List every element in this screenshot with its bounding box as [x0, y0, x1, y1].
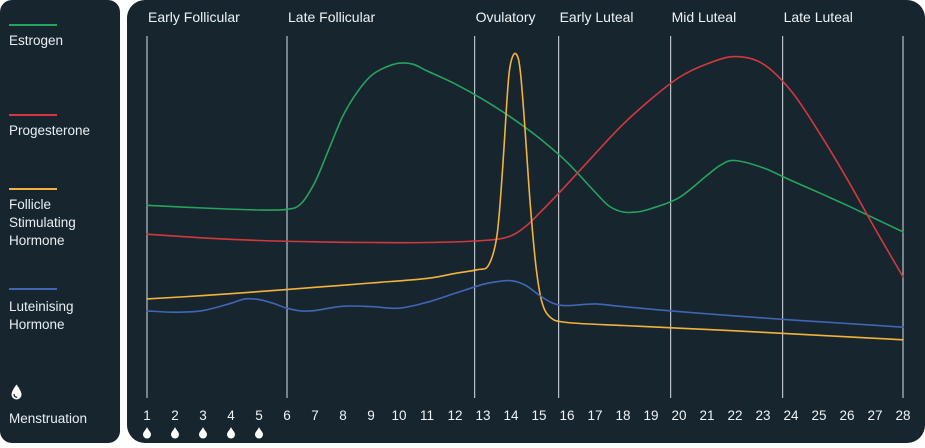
phase-label-0: Early Follicular	[148, 9, 240, 25]
menstruation-drop-icon-day-2	[171, 427, 179, 439]
x-tick-label-3: 3	[199, 408, 207, 423]
menstruation-label: Menstruation	[9, 411, 88, 426]
phase-label-2: Ovulatory	[476, 9, 536, 25]
x-tick-label-23: 23	[755, 408, 770, 423]
x-tick-label-10: 10	[391, 408, 406, 423]
legend-panel: Estrogen Progesterone Follicle Stimulati…	[0, 0, 120, 443]
x-tick-label-28: 28	[895, 408, 910, 423]
hormone-chart: Early Follicular Late Follicular Ovulatory…	[143, 9, 911, 439]
phase-label-1: Late Follicular	[288, 9, 375, 25]
x-tick-label-20: 20	[671, 408, 686, 423]
fsh-legend-line	[9, 188, 57, 190]
menstruation-drop-icon-day-3	[199, 427, 207, 439]
progesterone-series-line	[146, 55, 904, 278]
phase-label-5: Late Luteal	[784, 9, 853, 25]
hormone-chart-panel: Early Follicular Late Follicular Ovulatory…	[127, 0, 925, 443]
x-tick-label-4: 4	[227, 408, 235, 423]
x-tick-label-7: 7	[311, 408, 319, 423]
x-tick-label-1: 1	[143, 408, 151, 423]
menstruation-drop-icon-day-1	[143, 427, 151, 439]
x-tick-label-26: 26	[839, 408, 854, 423]
x-tick-label-16: 16	[559, 408, 574, 423]
x-tick-label-18: 18	[615, 408, 630, 423]
x-tick-label-12: 12	[447, 408, 462, 423]
x-tick-label-8: 8	[339, 408, 347, 423]
menstruation-drop-icon-day-4	[227, 427, 235, 439]
x-tick-label-19: 19	[643, 408, 658, 423]
x-tick-label-22: 22	[727, 408, 742, 423]
x-tick-label-14: 14	[503, 408, 519, 423]
x-tick-label-24: 24	[783, 408, 799, 423]
x-tick-label-11: 11	[420, 408, 434, 423]
progesterone-legend-line	[9, 114, 57, 116]
x-tick-label-21: 21	[699, 408, 714, 423]
fsh-legend-label: Follicle Stimulating Hormone	[9, 197, 76, 248]
x-tick-label-9: 9	[367, 408, 375, 423]
x-tick-label-5: 5	[255, 408, 263, 423]
x-tick-label-17: 17	[587, 408, 602, 423]
follicle-stimulating-hormone-series-line	[146, 52, 904, 341]
progesterone-legend-label: Progesterone	[9, 123, 91, 138]
lh-legend-label: Luteinising Hormone	[9, 299, 74, 332]
x-tick-label-13: 13	[475, 408, 490, 423]
phase-label-4: Mid Luteal	[672, 9, 737, 25]
x-tick-label-2: 2	[171, 408, 179, 423]
estrogen-legend-label: Estrogen	[9, 33, 64, 48]
phase-label-3: Early Luteal	[560, 9, 634, 25]
x-tick-label-25: 25	[811, 408, 826, 423]
x-tick-label-27: 27	[867, 408, 882, 423]
menstruation-drop-icon-day-5	[255, 427, 263, 439]
x-tick-label-15: 15	[531, 408, 546, 423]
estrogen-legend-line	[9, 24, 57, 26]
luteinising-hormone-series-line	[146, 279, 904, 328]
drop-icon	[11, 384, 22, 400]
x-tick-label-6: 6	[283, 408, 291, 423]
lh-legend-line	[9, 288, 57, 290]
